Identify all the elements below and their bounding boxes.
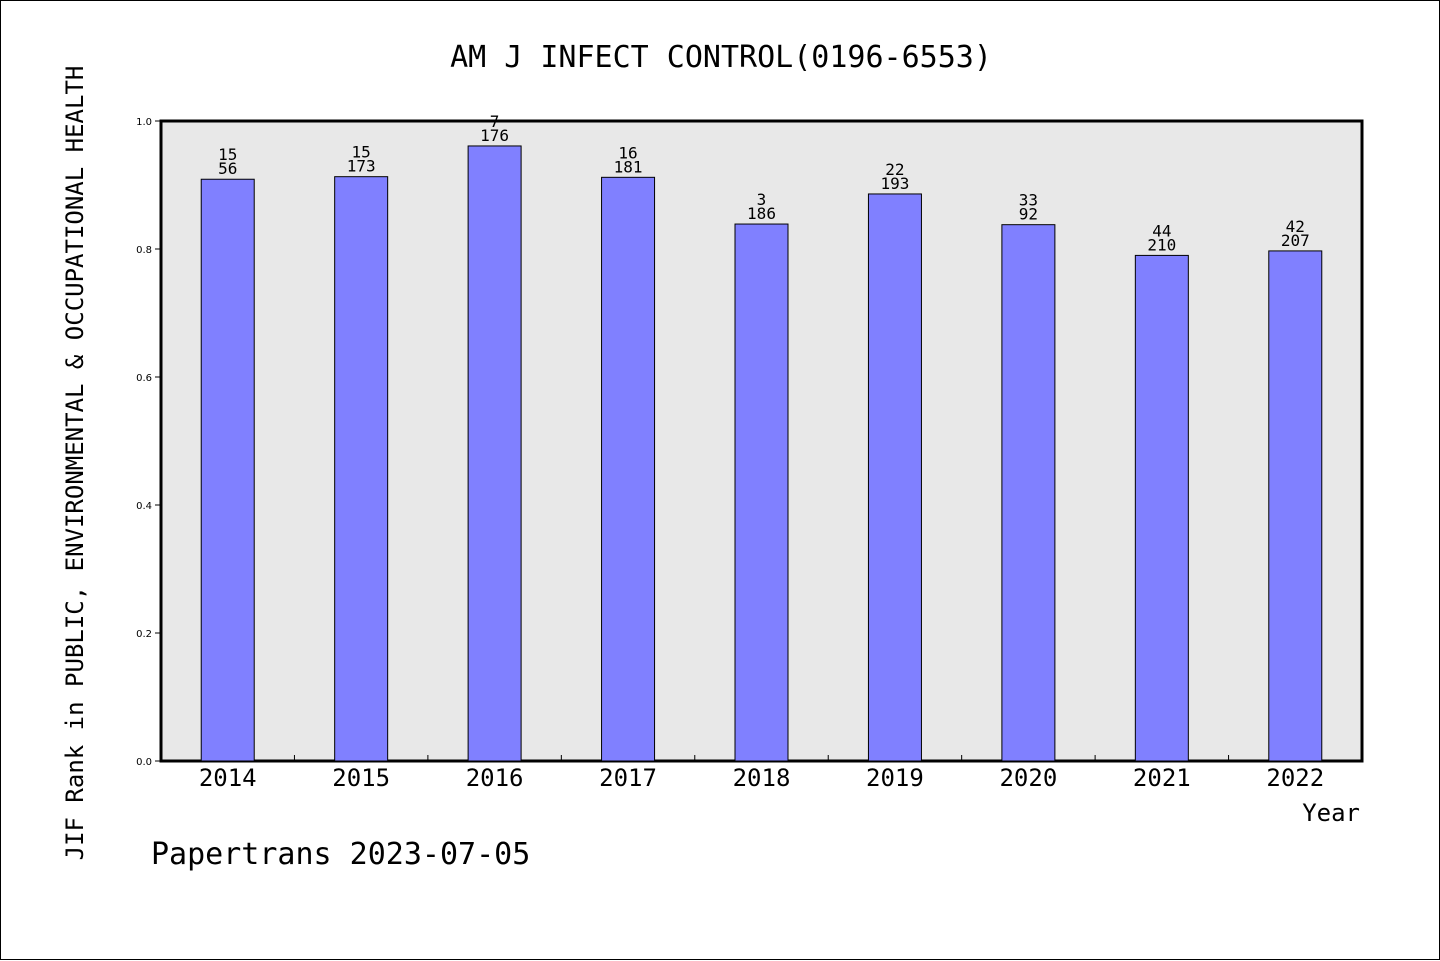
rank-label: 33 [1019,191,1038,210]
x-tick-label: 2022 [1266,764,1324,792]
y-tick-label: 0.4 [136,501,152,512]
total-label: 210 [1147,235,1176,254]
rank-label: 42 [1286,217,1305,236]
total-label: 176 [480,126,509,145]
rank-label: 3 [757,190,767,209]
bar-2018 [734,223,789,762]
bar-2017 [601,176,656,762]
x-tick-label: 2021 [1133,764,1191,792]
bar-series: 1556151737176161813186221933392442104220… [200,112,1323,762]
total-label: 186 [747,204,776,223]
total-label: 92 [1019,205,1038,224]
x-tick-label: 2019 [866,764,924,792]
bar-2022 [1268,250,1323,762]
rank-label: 22 [885,160,904,179]
y-axis: 0.0 0.2 0.4 0.6 0.8 1.0 [136,117,161,768]
bar-2014 [200,178,255,762]
x-tick-label: 2014 [199,764,257,792]
rank-label: 16 [618,143,637,162]
rank-label: 15 [352,143,371,162]
rank-label: 7 [490,112,500,131]
y-tick-label: 0.6 [136,373,152,384]
total-label: 181 [614,157,643,176]
total-label: 173 [347,157,376,176]
chart-title: AM J INFECT CONTROL(0196-6553) [450,40,992,75]
y-tick-label: 1.0 [136,117,152,128]
bar-2020 [1001,224,1056,762]
x-tick-label: 2017 [599,764,657,792]
y-tick-label: 0.8 [136,245,152,256]
bar-2019 [867,193,922,762]
x-axis: 2014 2015 2016 2017 2018 2019 2020 2021 2022 [199,755,1324,792]
x-tick-label: 2018 [733,764,791,792]
y-tick-label: 0.0 [136,757,152,768]
bar-2016 [467,145,522,762]
x-tick-label: 2016 [466,764,524,792]
x-axis-label: Year [1302,799,1360,827]
rank-label: 15 [218,145,237,164]
y-axis-label: JIF Rank in PUBLIC, ENVIRONMENTAL & OCCU… [61,66,89,861]
total-label: 207 [1281,231,1310,250]
y-tick-label: 0.2 [136,629,152,640]
bar-2021 [1134,254,1189,762]
total-label: 56 [218,159,237,178]
footer-text: Papertrans 2023-07-05 [151,837,530,872]
x-tick-label: 2015 [332,764,390,792]
total-label: 193 [880,174,909,193]
rank-label: 44 [1152,221,1171,240]
x-tick-label: 2020 [999,764,1057,792]
bar-2015 [334,176,389,762]
